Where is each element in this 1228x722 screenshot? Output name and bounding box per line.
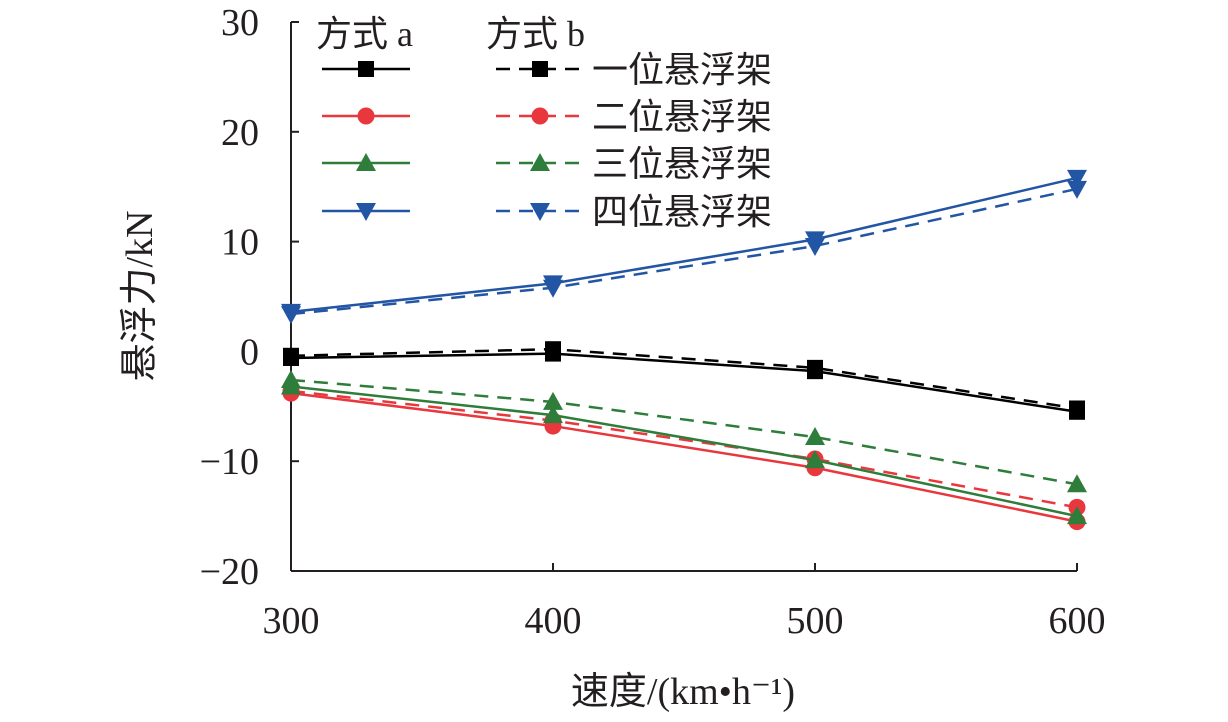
- series-line: [290, 176, 1078, 314]
- series-a-square: [283, 345, 1085, 420]
- y-tick-label: 10: [221, 222, 259, 264]
- legend-row: 二位悬浮架: [322, 97, 772, 137]
- series-b-square: [283, 341, 1085, 417]
- axes: [290, 21, 1078, 572]
- data-point: [543, 279, 563, 298]
- y-tick-label: −10: [200, 441, 259, 483]
- series-line: [290, 352, 1078, 414]
- legend-header-b: 方式 b: [486, 14, 585, 54]
- data-point: [1067, 180, 1087, 199]
- series-b-triangle-up: [281, 369, 1087, 493]
- series-line: [290, 389, 1078, 509]
- legend-marker-a: [356, 153, 376, 171]
- data-point: [1067, 169, 1087, 188]
- legend-label: 三位悬浮架: [592, 144, 772, 184]
- series-line: [290, 391, 1078, 523]
- series-a-circle: [282, 384, 1086, 531]
- data-point: [1069, 400, 1085, 417]
- series-layer: [281, 169, 1087, 531]
- data-point: [807, 359, 823, 376]
- legend-marker-b: [531, 107, 549, 125]
- data-point: [281, 369, 301, 388]
- series-line: [290, 187, 1078, 316]
- series-a-triangle-up: [281, 376, 1087, 525]
- data-point: [805, 450, 825, 469]
- series-b-circle: [282, 382, 1086, 516]
- legend-row: 一位悬浮架: [322, 50, 772, 90]
- data-point: [543, 391, 563, 410]
- data-point: [283, 347, 299, 364]
- data-point: [545, 341, 561, 358]
- data-point: [543, 405, 563, 424]
- data-point: [281, 306, 301, 325]
- series-b-triangle-down: [281, 180, 1087, 325]
- data-point: [805, 237, 825, 256]
- data-point: [805, 427, 825, 446]
- legend-row: 四位悬浮架: [322, 192, 772, 232]
- x-axis-title: 速度/(km•h⁻¹): [571, 671, 795, 713]
- legend-label: 二位悬浮架: [592, 97, 772, 137]
- x-tick-label: 400: [525, 600, 582, 642]
- y-axis-title: 悬浮力/kN: [119, 210, 161, 381]
- series-line: [290, 378, 1078, 486]
- series-line: [290, 347, 1078, 410]
- data-point: [1067, 506, 1087, 525]
- legend-marker-b: [532, 61, 548, 77]
- x-tick-label: 300: [263, 600, 320, 642]
- y-tick-label: 20: [221, 112, 259, 154]
- legend-marker-a: [357, 107, 375, 125]
- legend-marker-b: [530, 153, 550, 171]
- legend-header-a: 方式 a: [316, 14, 413, 54]
- x-tick-label: 500: [787, 600, 844, 642]
- y-tick-label: −20: [200, 551, 259, 593]
- legend-row: 三位悬浮架: [322, 144, 772, 184]
- legend-label: 一位悬浮架: [592, 50, 772, 90]
- labels: −20 −10 0 10 20 30 300 400 500 600: [200, 2, 1106, 642]
- x-tick-label: 600: [1049, 600, 1106, 642]
- y-tick-label: 30: [221, 2, 259, 44]
- legend-marker-a: [356, 203, 376, 221]
- y-tick-label: 0: [240, 331, 259, 373]
- legend-marker-a: [358, 61, 374, 77]
- legend-label: 四位悬浮架: [592, 192, 772, 232]
- series-line: [290, 385, 1078, 518]
- legend-marker-b: [530, 203, 550, 221]
- data-point: [1067, 474, 1087, 493]
